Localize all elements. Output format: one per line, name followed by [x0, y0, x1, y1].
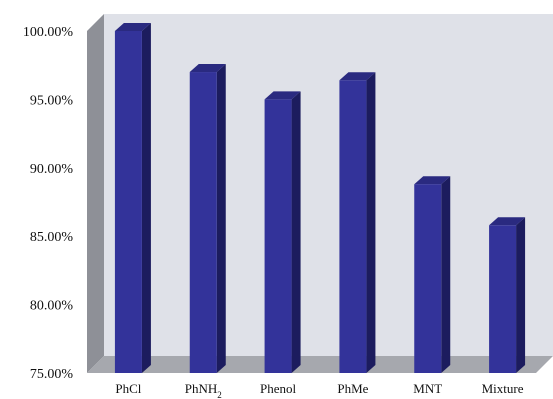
bar-phnh2 [189, 64, 226, 373]
bar-top-face [114, 23, 151, 31]
bar-front-face [414, 184, 442, 373]
chart-side-wall [87, 14, 104, 373]
bar-side-face [366, 72, 376, 374]
bar-top-face [339, 72, 376, 81]
bar-mixture [489, 217, 526, 373]
bar-side-face [291, 91, 301, 374]
bar-phenol [264, 91, 301, 374]
bar-front-face [114, 31, 142, 373]
bar-series [114, 23, 526, 374]
x-category-label: MNT [413, 381, 442, 396]
x-category-label: Phenol [260, 381, 297, 396]
x-category-label: PhNH2 [185, 381, 222, 399]
x-category-label: Mixture [482, 381, 524, 396]
x-axis-category-labels: PhCl PhNH2 Phenol PhMe MNT Mixture [115, 381, 523, 399]
bar-side-face [216, 64, 226, 373]
y-tick-label: 100.00% [23, 25, 74, 40]
bar-front-face [489, 225, 517, 373]
y-axis-tick-labels: 75.00% 80.00% 85.00% 90.00% 95.00% 100.00% [23, 25, 74, 382]
x-category-label: PhMe [337, 381, 368, 396]
bar-phcl [114, 23, 151, 373]
bar-side-face [516, 217, 526, 373]
x-category-label: PhCl [115, 381, 141, 396]
bar-top-face [414, 176, 451, 185]
bar-front-face [264, 99, 292, 374]
chart-back-wall [104, 14, 553, 356]
bar-top-face [489, 217, 526, 226]
y-tick-label: 80.00% [30, 299, 74, 314]
bar-top-face [264, 91, 301, 100]
y-tick-label: 75.00% [30, 367, 74, 382]
bar-side-face [441, 176, 451, 373]
y-tick-label: 90.00% [30, 162, 74, 177]
bar-phme [339, 72, 376, 374]
bar-side-face [141, 23, 151, 373]
chart-floor [87, 356, 553, 373]
bar-front-face [189, 72, 217, 373]
bar-top-face [189, 64, 226, 73]
bar-front-face [339, 80, 367, 374]
bar-mnt [414, 176, 451, 373]
y-tick-label: 85.00% [30, 230, 74, 245]
y-tick-label: 95.00% [30, 93, 74, 108]
